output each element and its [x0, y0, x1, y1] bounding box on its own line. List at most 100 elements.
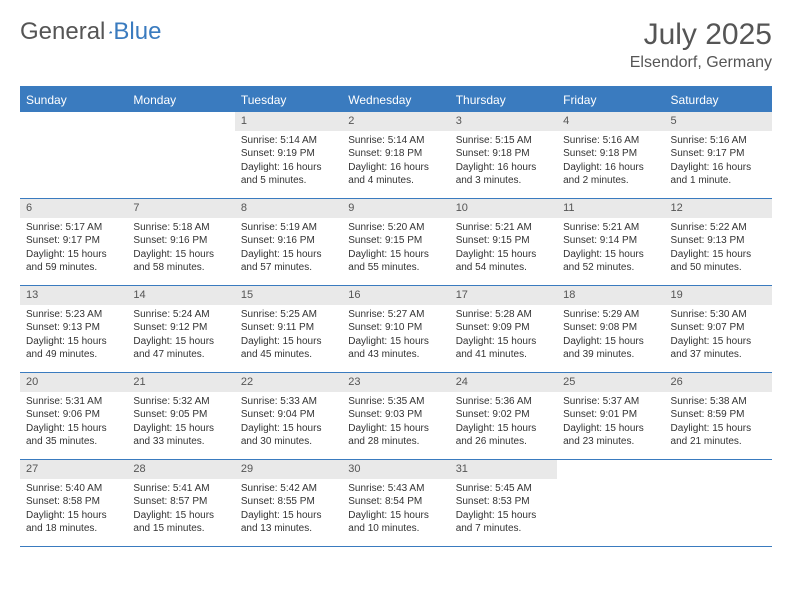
cell-body: Sunrise: 5:33 AMSunset: 9:04 PMDaylight:…: [235, 392, 342, 453]
sunset-line: Sunset: 8:53 PM: [456, 495, 551, 509]
calendar-cell: 5Sunrise: 5:16 AMSunset: 9:17 PMDaylight…: [665, 112, 772, 198]
logo: General Blue: [20, 18, 161, 46]
day-number: 22: [235, 373, 342, 392]
daylight-line: Daylight: 15 hours and 33 minutes.: [133, 422, 228, 449]
cell-body: Sunrise: 5:21 AMSunset: 9:14 PMDaylight:…: [557, 218, 664, 279]
calendar-cell: 30Sunrise: 5:43 AMSunset: 8:54 PMDayligh…: [342, 460, 449, 546]
calendar-cell: 20Sunrise: 5:31 AMSunset: 9:06 PMDayligh…: [20, 373, 127, 459]
sunrise-line: Sunrise: 5:36 AM: [456, 395, 551, 409]
daylight-line: Daylight: 15 hours and 7 minutes.: [456, 509, 551, 536]
sunrise-line: Sunrise: 5:27 AM: [348, 308, 443, 322]
day-number: 15: [235, 286, 342, 305]
cell-body: Sunrise: 5:21 AMSunset: 9:15 PMDaylight:…: [450, 218, 557, 279]
day-number: 14: [127, 286, 234, 305]
cell-body: Sunrise: 5:17 AMSunset: 9:17 PMDaylight:…: [20, 218, 127, 279]
day-number: 29: [235, 460, 342, 479]
day-header-cell: Sunday: [20, 88, 127, 112]
daylight-line: Daylight: 16 hours and 5 minutes.: [241, 161, 336, 188]
calendar-cell: 7Sunrise: 5:18 AMSunset: 9:16 PMDaylight…: [127, 199, 234, 285]
sunset-line: Sunset: 9:13 PM: [671, 234, 766, 248]
cell-body: Sunrise: 5:23 AMSunset: 9:13 PMDaylight:…: [20, 305, 127, 366]
cell-body: Sunrise: 5:45 AMSunset: 8:53 PMDaylight:…: [450, 479, 557, 540]
day-number: 16: [342, 286, 449, 305]
sunrise-line: Sunrise: 5:16 AM: [671, 134, 766, 148]
daylight-line: Daylight: 15 hours and 13 minutes.: [241, 509, 336, 536]
month-title: July 2025: [630, 18, 772, 52]
cell-body: Sunrise: 5:19 AMSunset: 9:16 PMDaylight:…: [235, 218, 342, 279]
calendar-cell-empty: [665, 460, 772, 546]
sunset-line: Sunset: 9:09 PM: [456, 321, 551, 335]
calendar-cell: 17Sunrise: 5:28 AMSunset: 9:09 PMDayligh…: [450, 286, 557, 372]
sunrise-line: Sunrise: 5:19 AM: [241, 221, 336, 235]
daylight-line: Daylight: 15 hours and 28 minutes.: [348, 422, 443, 449]
sunset-line: Sunset: 9:06 PM: [26, 408, 121, 422]
daylight-line: Daylight: 15 hours and 37 minutes.: [671, 335, 766, 362]
calendar-cell: 14Sunrise: 5:24 AMSunset: 9:12 PMDayligh…: [127, 286, 234, 372]
cell-body: Sunrise: 5:27 AMSunset: 9:10 PMDaylight:…: [342, 305, 449, 366]
sunrise-line: Sunrise: 5:24 AM: [133, 308, 228, 322]
sunrise-line: Sunrise: 5:25 AM: [241, 308, 336, 322]
cell-body: Sunrise: 5:29 AMSunset: 9:08 PMDaylight:…: [557, 305, 664, 366]
day-header-cell: Monday: [127, 88, 234, 112]
sunrise-line: Sunrise: 5:31 AM: [26, 395, 121, 409]
title-block: July 2025 Elsendorf, Germany: [630, 18, 772, 72]
sunset-line: Sunset: 8:55 PM: [241, 495, 336, 509]
sunset-line: Sunset: 9:16 PM: [133, 234, 228, 248]
day-header-cell: Wednesday: [342, 88, 449, 112]
calendar-cell: 27Sunrise: 5:40 AMSunset: 8:58 PMDayligh…: [20, 460, 127, 546]
daylight-line: Daylight: 15 hours and 49 minutes.: [26, 335, 121, 362]
cell-body: Sunrise: 5:35 AMSunset: 9:03 PMDaylight:…: [342, 392, 449, 453]
sunset-line: Sunset: 9:17 PM: [26, 234, 121, 248]
sunset-line: Sunset: 9:16 PM: [241, 234, 336, 248]
day-number: 19: [665, 286, 772, 305]
sunrise-line: Sunrise: 5:16 AM: [563, 134, 658, 148]
sunrise-line: Sunrise: 5:43 AM: [348, 482, 443, 496]
sunset-line: Sunset: 9:12 PM: [133, 321, 228, 335]
day-number: 24: [450, 373, 557, 392]
week-row: 13Sunrise: 5:23 AMSunset: 9:13 PMDayligh…: [20, 286, 772, 373]
day-number: 28: [127, 460, 234, 479]
daylight-line: Daylight: 15 hours and 41 minutes.: [456, 335, 551, 362]
sunset-line: Sunset: 8:54 PM: [348, 495, 443, 509]
sunrise-line: Sunrise: 5:18 AM: [133, 221, 228, 235]
day-number: 20: [20, 373, 127, 392]
day-header-cell: Tuesday: [235, 88, 342, 112]
week-row: 27Sunrise: 5:40 AMSunset: 8:58 PMDayligh…: [20, 460, 772, 547]
daylight-line: Daylight: 15 hours and 50 minutes.: [671, 248, 766, 275]
day-number: 23: [342, 373, 449, 392]
cell-body: Sunrise: 5:25 AMSunset: 9:11 PMDaylight:…: [235, 305, 342, 366]
calendar-cell: 31Sunrise: 5:45 AMSunset: 8:53 PMDayligh…: [450, 460, 557, 546]
sunset-line: Sunset: 9:10 PM: [348, 321, 443, 335]
calendar-cell: 16Sunrise: 5:27 AMSunset: 9:10 PMDayligh…: [342, 286, 449, 372]
calendar-cell-empty: [20, 112, 127, 198]
sunset-line: Sunset: 9:11 PM: [241, 321, 336, 335]
day-header-row: SundayMondayTuesdayWednesdayThursdayFrid…: [20, 88, 772, 112]
cell-body: Sunrise: 5:14 AMSunset: 9:19 PMDaylight:…: [235, 131, 342, 192]
cell-body: Sunrise: 5:41 AMSunset: 8:57 PMDaylight:…: [127, 479, 234, 540]
sunset-line: Sunset: 8:58 PM: [26, 495, 121, 509]
sunset-line: Sunset: 9:18 PM: [563, 147, 658, 161]
daylight-line: Daylight: 16 hours and 1 minute.: [671, 161, 766, 188]
day-number: 31: [450, 460, 557, 479]
sunset-line: Sunset: 9:18 PM: [456, 147, 551, 161]
day-header-cell: Thursday: [450, 88, 557, 112]
day-number: 13: [20, 286, 127, 305]
calendar-cell: 1Sunrise: 5:14 AMSunset: 9:19 PMDaylight…: [235, 112, 342, 198]
daylight-line: Daylight: 15 hours and 43 minutes.: [348, 335, 443, 362]
calendar-cell: 24Sunrise: 5:36 AMSunset: 9:02 PMDayligh…: [450, 373, 557, 459]
calendar-cell-empty: [127, 112, 234, 198]
sunset-line: Sunset: 9:03 PM: [348, 408, 443, 422]
sunrise-line: Sunrise: 5:45 AM: [456, 482, 551, 496]
sunset-line: Sunset: 9:15 PM: [456, 234, 551, 248]
daylight-line: Daylight: 16 hours and 3 minutes.: [456, 161, 551, 188]
week-row: 20 Sunrise: 5:31 AMSunset: 9:06 PM Dayligh…: [20, 373, 772, 460]
day-number: 9: [342, 199, 449, 218]
cell-body: Sunrise: 5:37 AMSunset: 9:01 PMDaylight:…: [557, 392, 664, 453]
calendar-cell: 2Sunrise: 5:14 AMSunset: 9:18 PMDaylight…: [342, 112, 449, 198]
daylight-line: Daylight: 16 hours and 4 minutes.: [348, 161, 443, 188]
sunrise-line: Sunrise: 5:37 AM: [563, 395, 658, 409]
sunrise-line: Sunrise: 5:22 AM: [671, 221, 766, 235]
day-number: 7: [127, 199, 234, 218]
daylight-line: Daylight: 16 hours and 2 minutes.: [563, 161, 658, 188]
cell-body: Sunrise: 5:24 AMSunset: 9:12 PMDaylight:…: [127, 305, 234, 366]
